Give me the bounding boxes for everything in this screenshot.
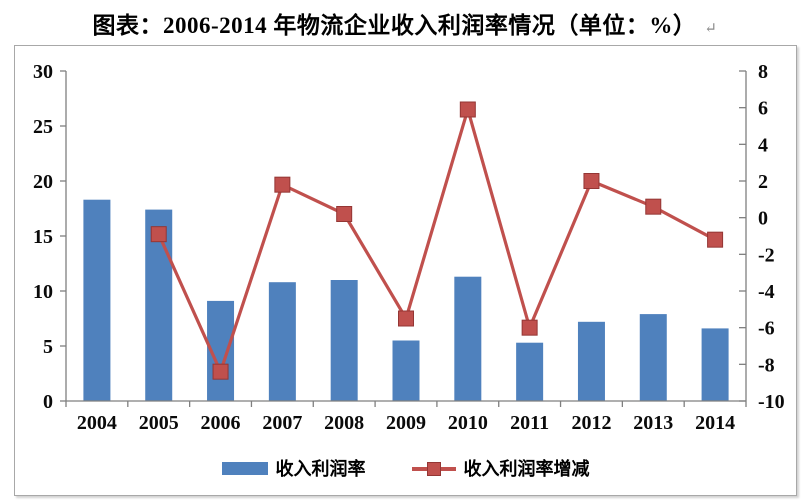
x-axis-label-2008: 2008 [324,412,364,434]
line-marker-2009 [398,310,414,327]
bar-2007 [268,282,296,401]
chart-legend: 收入利润率 收入利润率增减 [15,455,796,481]
bar-2012 [577,321,605,401]
x-axis-label-2006: 2006 [201,412,241,434]
bar-2009 [392,340,420,401]
right-axis-label: -8 [758,354,775,376]
right-axis-label: 2 [758,171,768,193]
line-marker-2011 [521,319,538,336]
line-marker-2005 [150,226,167,243]
chart-title-text: 图表：2006-2014 年物流企业收入利润率情况（单位：%） [92,13,697,38]
right-axis-label: -6 [758,318,775,340]
square-marker-swatch [426,461,441,476]
chart-title: 图表：2006-2014 年物流企业收入利润率情况（单位：%） ↵ [0,6,810,40]
line-marker-2006 [212,363,229,380]
left-axis-label: 5 [43,336,53,358]
x-axis-label-2009: 2009 [386,412,426,434]
legend-label: 收入利润率增减 [463,459,590,479]
bar-2008 [330,280,358,401]
line-marker-swatch-icon [411,461,456,476]
paragraph-mark: ↵ [704,21,718,37]
bar-2011 [516,342,544,401]
left-axis-label: 25 [33,116,53,138]
profit-change-line [157,103,716,377]
legend-item-profit-rate-change: 收入利润率增减 [411,455,590,481]
x-axis-label-2010: 2010 [448,412,488,434]
right-axis-label: 4 [758,134,768,156]
left-axis-label: 0 [43,391,53,413]
x-axis-label-2012: 2012 [571,412,611,434]
x-axis-label-2007: 2007 [262,412,302,434]
line-marker-2012 [583,173,600,189]
line-marker-2008 [336,206,353,222]
x-axis-label-2005: 2005 [139,412,179,434]
bar-2004 [83,199,111,401]
bar-swatch-icon [221,461,268,475]
x-axis-label-2011: 2011 [510,412,549,434]
left-axis-label: 20 [33,171,53,193]
legend-item-revenue-profit-rate: 收入利润率 [221,455,366,481]
right-axis-label: 0 [758,208,768,230]
bar-2010 [454,276,482,401]
legend-label: 收入利润率 [275,459,366,479]
right-axis-label: -10 [758,391,785,413]
right-axis-label: 6 [758,98,768,120]
left-axis-label: 10 [33,281,53,303]
x-axis-label-2013: 2013 [633,412,673,434]
right-axis-label: -2 [758,244,775,266]
bar-2014 [701,328,729,401]
chart-frame: 30 25 20 15 10 5 0 8 6 4 2 0 -2 -4 -6 -8 -10 2004 2005 2006… [14,45,797,496]
right-axis-label: 8 [758,61,768,83]
x-axis-label-2004: 2004 [77,412,117,434]
x-axis-label-2014: 2014 [695,412,735,434]
line-marker-2013 [645,198,662,215]
left-axis-label: 15 [33,226,53,248]
line-marker-2007 [274,176,291,193]
bar-2013 [639,314,667,401]
right-axis-label: -4 [758,281,775,303]
left-axis-label: 30 [33,61,53,83]
line-marker-2014 [707,231,724,248]
line-marker-2010 [459,101,476,118]
